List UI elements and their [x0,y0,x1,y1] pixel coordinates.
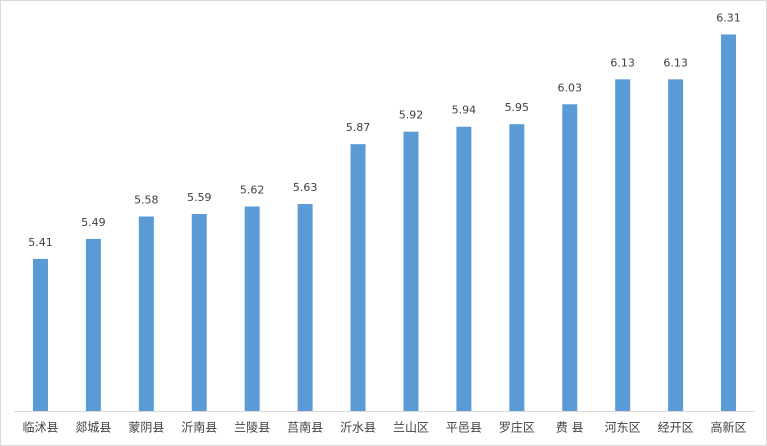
bar [244,206,260,411]
x-tick-label: 高新区 [711,420,747,435]
x-tick-label: 费 县 [556,421,584,435]
x-tick-label: 兰山区 [393,421,429,435]
value-label: 6.03 [558,81,583,94]
bar [32,258,48,411]
bar [509,124,525,411]
x-tick-label: 平邑县 [446,421,482,435]
x-tick-label: 莒南县 [287,420,323,435]
bar [297,204,313,411]
x-tick-label: 蒙阴县 [128,421,164,435]
bar [562,104,578,412]
bar [615,79,631,412]
value-label: 5.62 [240,184,265,197]
bar [85,238,101,411]
value-label: 5.94 [452,104,477,117]
value-label: 5.63 [293,181,318,194]
value-label: 6.13 [663,56,688,69]
bar [350,144,366,411]
bar [668,79,684,412]
x-tick-label: 经开区 [658,421,694,435]
x-tick-label: 临沭县 [22,421,58,435]
value-label: 5.49 [81,216,106,229]
value-label: 5.95 [505,101,530,114]
bar [403,131,419,411]
bar [721,34,737,411]
bar [138,216,154,411]
value-label: 6.31 [716,11,741,24]
x-tick-label: 罗庄区 [499,420,535,435]
bar [456,126,472,412]
value-label: 6.13 [610,56,635,69]
value-label: 5.41 [28,236,53,249]
x-tick-label: 河东区 [605,421,641,435]
x-tick-label: 郯城县 [75,421,111,435]
bar [191,213,207,411]
x-tick-label: 沂南县 [181,420,217,435]
value-label: 5.58 [134,193,159,206]
x-tick-label: 沂水县 [340,421,376,435]
x-tick-label: 兰陵县 [234,421,270,435]
value-label: 5.92 [399,109,424,122]
value-label: 5.87 [346,121,371,134]
value-label: 5.59 [187,191,212,204]
